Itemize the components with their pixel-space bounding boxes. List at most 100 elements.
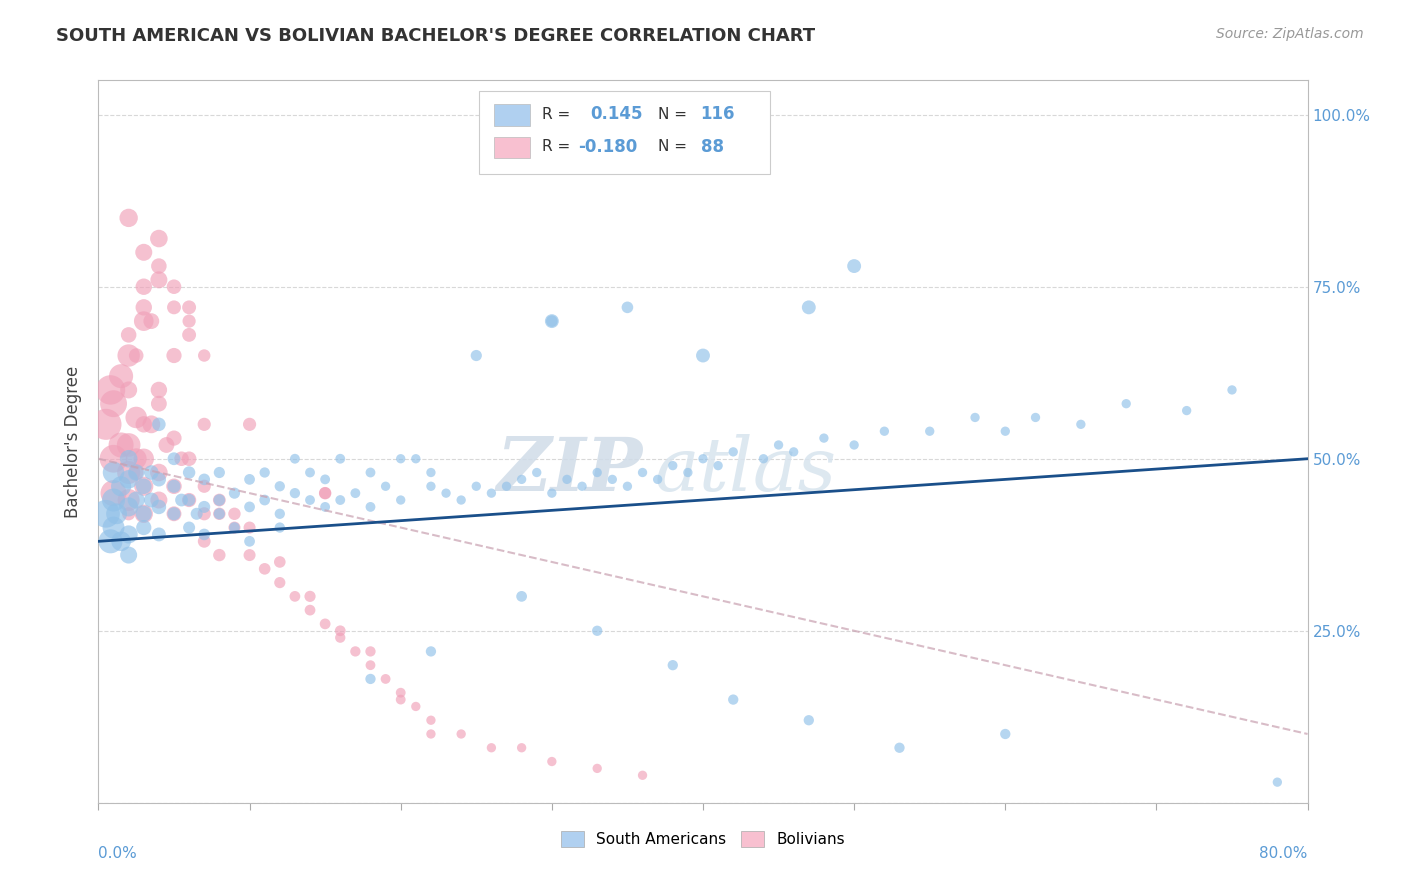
Point [132,479,155,493]
Point [208,493,231,508]
Point [692,451,714,466]
Point [103,493,125,508]
Point [405,451,427,466]
Point [103,451,125,466]
Point [125,493,148,508]
Point [723,692,745,706]
Point [631,466,654,480]
Point [100,534,122,549]
Point [314,486,336,500]
Point [269,575,291,590]
Point [193,500,215,514]
Point [540,314,562,328]
Point [179,466,201,480]
Point [179,327,201,342]
Point [994,424,1017,438]
Point [118,211,141,225]
Point [118,438,141,452]
Point [1220,383,1243,397]
Point [1267,775,1289,789]
Point [873,424,896,438]
Point [118,451,141,466]
Point [420,727,443,741]
Point [616,301,638,315]
Point [314,500,336,514]
Point [132,451,155,466]
Point [692,349,714,363]
Point [344,644,367,658]
Point [707,458,730,473]
Point [163,431,186,445]
Point [768,438,790,452]
Point [284,486,307,500]
Point [170,493,193,508]
Point [510,590,533,604]
Point [179,493,201,508]
Text: 80.0%: 80.0% [1260,847,1308,861]
Point [299,590,322,604]
Point [239,500,262,514]
Point [420,466,443,480]
Point [465,349,488,363]
Point [360,466,382,480]
Point [1115,397,1137,411]
Text: Source: ZipAtlas.com: Source: ZipAtlas.com [1216,27,1364,41]
Point [103,486,125,500]
Point [374,672,396,686]
Point [193,479,215,493]
Point [163,301,186,315]
Point [125,466,148,480]
Point [170,451,193,466]
Text: -0.180: -0.180 [578,137,638,156]
Point [540,486,562,500]
Point [179,520,201,534]
Point [224,507,246,521]
Point [148,273,170,287]
Point [132,507,155,521]
Point [389,692,412,706]
Point [299,466,322,480]
Point [186,507,208,521]
Point [450,493,472,508]
Point [118,466,141,480]
Point [314,486,336,500]
Point [284,590,307,604]
Point [344,486,367,500]
Point [208,507,231,521]
Point [360,644,382,658]
Point [844,438,866,452]
FancyBboxPatch shape [494,136,530,158]
Point [132,479,155,493]
Point [110,479,132,493]
Point [208,493,231,508]
Point [329,624,352,638]
Point [148,472,170,486]
Point [103,466,125,480]
Point [118,548,141,562]
Point [163,479,186,493]
Point [586,624,609,638]
Point [269,507,291,521]
Point [239,417,262,432]
Legend: South Americans, Bolivians: South Americans, Bolivians [555,825,851,853]
Point [163,279,186,293]
Point [526,466,548,480]
Y-axis label: Bachelor's Degree: Bachelor's Degree [65,366,83,517]
Point [132,245,155,260]
Point [1024,410,1046,425]
Point [118,383,141,397]
Point [148,397,170,411]
Point [132,314,155,328]
Point [125,451,148,466]
Point [118,493,141,508]
Point [163,507,186,521]
Point [125,349,148,363]
Point [360,672,382,686]
Text: 0.145: 0.145 [591,105,643,123]
Point [132,507,155,521]
Point [148,259,170,273]
Point [179,314,201,328]
Point [389,493,412,508]
Point [163,479,186,493]
Point [141,417,163,432]
